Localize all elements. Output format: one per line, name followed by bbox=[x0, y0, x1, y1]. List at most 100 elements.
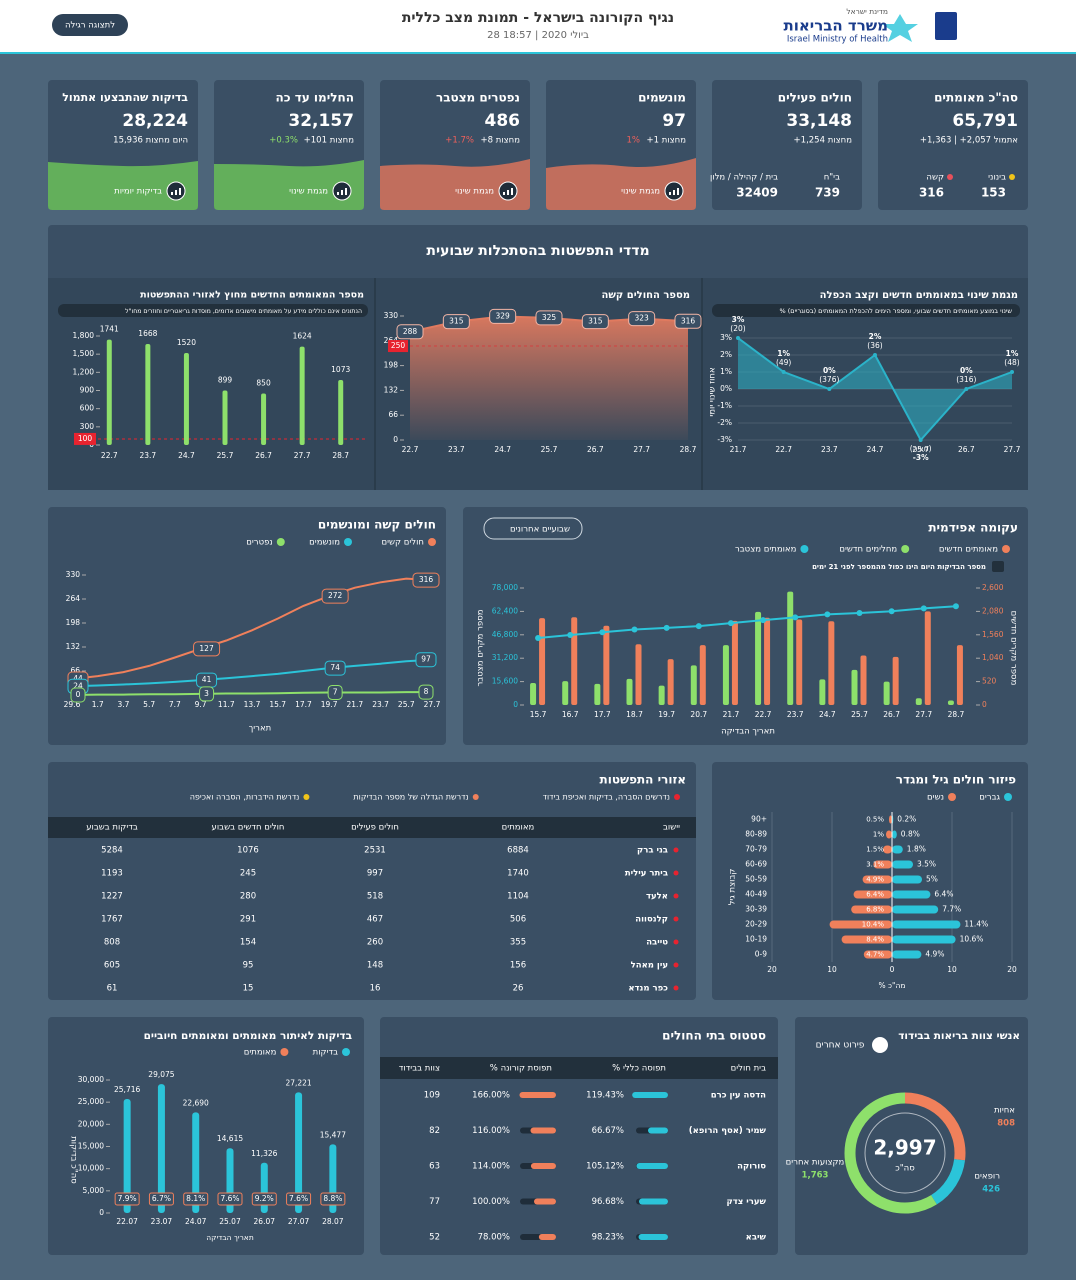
bar bbox=[863, 950, 892, 959]
x-tick-label: 25.7 bbox=[851, 710, 868, 719]
bar bbox=[690, 665, 697, 705]
section-title: מדדי התפשטות בהסתכלות שבועית bbox=[426, 243, 649, 259]
y-tick-label: 3% bbox=[720, 333, 732, 342]
table-title: סטטוס בתי החולים bbox=[662, 1029, 766, 1043]
percent-label: 7.6% bbox=[220, 1194, 239, 1203]
x-tick-label: 28.7 bbox=[332, 451, 349, 460]
chart-title: פיזור חולים גיל ומגדר bbox=[896, 773, 1016, 787]
kpi-delta: +8 מחצות bbox=[480, 136, 520, 146]
bar bbox=[699, 645, 706, 705]
view-button[interactable] bbox=[52, 14, 128, 36]
x-tick-label: 5.7 bbox=[143, 700, 155, 709]
value-label-box bbox=[412, 572, 440, 588]
value-label-box bbox=[674, 313, 702, 329]
value-label: 3.5% bbox=[917, 860, 936, 869]
legend-label: נפטרים bbox=[246, 538, 273, 548]
kpi-title: החלימו עד כה bbox=[275, 91, 354, 105]
bar bbox=[530, 1127, 556, 1134]
value-label: 4.9% bbox=[866, 876, 884, 884]
y-tick-label: 10,000 bbox=[78, 1164, 104, 1173]
y-tick-label: 330 bbox=[384, 311, 399, 320]
point bbox=[695, 623, 702, 630]
point bbox=[873, 353, 877, 357]
legend-dot bbox=[901, 545, 910, 553]
bar bbox=[338, 380, 344, 445]
y-tick-label: 25,000 bbox=[78, 1097, 104, 1106]
axis-title: קבוצת גיל bbox=[728, 869, 738, 906]
value-label: 1.8% bbox=[907, 845, 926, 854]
threshold-box bbox=[388, 340, 408, 353]
detail-button[interactable] bbox=[872, 1037, 888, 1053]
segment-value: 808 bbox=[997, 1119, 1015, 1129]
legend-dot bbox=[280, 1048, 289, 1056]
cell: 280 bbox=[240, 892, 256, 902]
y-tick-label: 90+ bbox=[751, 815, 767, 824]
value-label: 329 bbox=[496, 311, 511, 320]
value-label: 127 bbox=[199, 644, 214, 653]
x-tick-label: 23.07 bbox=[151, 1217, 173, 1226]
cell: 166.00% bbox=[472, 1091, 510, 1101]
percent-box bbox=[148, 1192, 174, 1206]
value-label-box bbox=[193, 641, 221, 657]
chart-title: עקומה אפידמית bbox=[928, 521, 1018, 535]
x-tick-label: 28.07 bbox=[322, 1217, 344, 1226]
table-header bbox=[48, 817, 696, 838]
value-label: 4.9% bbox=[925, 950, 944, 959]
y-tick-label: 78,000 bbox=[492, 583, 518, 592]
kpi-delta: +1 מחצות bbox=[646, 136, 686, 146]
value-label: 0% bbox=[823, 366, 836, 375]
bar bbox=[658, 685, 665, 705]
value-label-box bbox=[321, 588, 349, 604]
area-fill bbox=[410, 316, 688, 440]
bar bbox=[924, 611, 931, 705]
kpi-value: 486 bbox=[485, 111, 521, 131]
kpi-title: מונשמים bbox=[638, 91, 686, 105]
x-tick-label: 7.7 bbox=[169, 700, 181, 709]
trend-button-label: מגמת שינוי bbox=[621, 187, 660, 197]
segment-value: 1,763 bbox=[802, 1171, 829, 1181]
value-label-box bbox=[628, 311, 656, 327]
bar bbox=[956, 645, 963, 705]
point bbox=[918, 438, 923, 442]
point bbox=[535, 634, 542, 641]
value-label: 1741 bbox=[100, 325, 119, 334]
point bbox=[920, 605, 927, 612]
bar bbox=[647, 1127, 668, 1134]
bar bbox=[892, 656, 899, 705]
doubling-label: (חציה) bbox=[910, 444, 932, 453]
x-tick-label: 20 bbox=[1007, 965, 1017, 974]
axis-title: מספר מקרים חדשים bbox=[1009, 611, 1019, 686]
cell: 1227 bbox=[101, 892, 123, 902]
percent-box bbox=[217, 1192, 243, 1206]
value-label-box bbox=[415, 652, 437, 668]
percent-label: 8.8% bbox=[323, 1194, 342, 1203]
bar bbox=[667, 659, 674, 705]
x-tick-label: 25.7 bbox=[541, 445, 558, 454]
bar bbox=[635, 644, 642, 705]
x-tick-label: 24.7 bbox=[494, 445, 511, 454]
cell: 1076 bbox=[237, 846, 259, 856]
dropdown[interactable] bbox=[483, 517, 583, 540]
row-dot bbox=[673, 962, 679, 968]
legend-label: בדיקות bbox=[313, 1048, 338, 1058]
value-label: 0.2% bbox=[897, 815, 916, 824]
cell: 114.00% bbox=[472, 1162, 510, 1172]
doubling-label: (48) bbox=[1004, 358, 1019, 367]
panel bbox=[48, 507, 446, 745]
legend-label: מחלימים חדשים bbox=[839, 545, 897, 555]
point bbox=[736, 336, 740, 340]
doubling-label: (20) bbox=[730, 324, 745, 333]
value-label: 3.1% bbox=[866, 861, 884, 869]
chart-title: אנשי צוות בריאות בבידוד bbox=[898, 1030, 1020, 1042]
value-label: 0.8% bbox=[901, 830, 920, 839]
cell: 78.00% bbox=[478, 1233, 510, 1243]
bar bbox=[853, 890, 892, 899]
hospital-name: שמיר (אסף הרופא) bbox=[689, 1126, 767, 1136]
cell: 1767 bbox=[101, 915, 123, 925]
point bbox=[599, 629, 606, 636]
view-button-label: לתצוגה רגילה bbox=[65, 21, 115, 31]
line bbox=[71, 577, 433, 680]
value-label-box bbox=[581, 314, 609, 330]
donut-total-label: סה"כ bbox=[895, 1164, 915, 1174]
bar bbox=[892, 875, 922, 884]
